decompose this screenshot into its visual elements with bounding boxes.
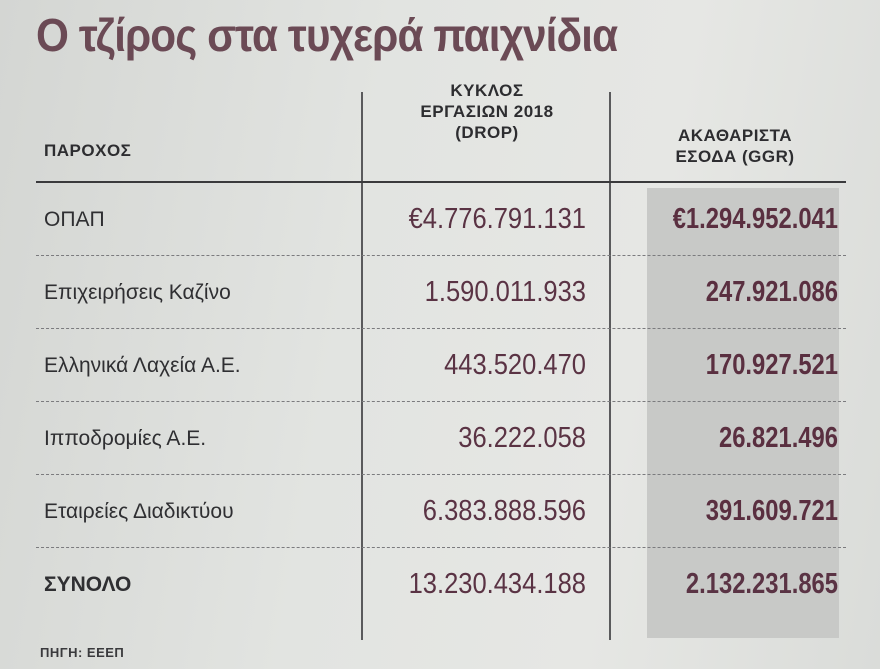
row-divider [36, 328, 846, 329]
table-row: Ιπποδρομίες Α.Ε. 36.222.058 26.821.496 [36, 402, 846, 475]
header-ggr-line: ΑΚΑΘΑΡΙΣΤΑ [677, 126, 793, 145]
ggr-column-shading [647, 188, 839, 638]
header-drop: ΚΥΚΛΟΣ ΕΡΓΑΣΙΩΝ 2018 (DROP) [372, 80, 602, 143]
header-drop-line: ΚΥΚΛΟΣ [450, 81, 524, 100]
header-rule [36, 181, 846, 183]
ggr-value: 170.927.521 [705, 349, 838, 381]
ggr-value: 247.921.086 [705, 276, 838, 308]
column-divider [361, 92, 363, 640]
header-provider: ΠΑΡΟΧΟΣ [44, 141, 132, 160]
row-divider [36, 474, 846, 475]
ggr-value: €1.294.952.041 [672, 203, 838, 235]
table-row: Επιχειρήσεις Καζίνο 1.590.011.933 247.92… [36, 256, 846, 329]
column-divider [609, 92, 611, 640]
table-row: Ελληνικά Λαχεία Α.Ε. 443.520.470 170.927… [36, 329, 846, 402]
total-row: ΣΥΝΟΛΟ 13.230.434.188 2.132.231.865 [36, 548, 846, 622]
provider-name: Επιχειρήσεις Καζίνο [44, 281, 231, 304]
total-ggr-value: 2.132.231.865 [685, 568, 838, 600]
table-row: ΟΠΑΠ €4.776.791.131 €1.294.952.041 [36, 183, 846, 256]
ggr-value: 391.609.721 [705, 495, 838, 527]
row-divider [36, 255, 846, 256]
provider-name: ΟΠΑΠ [44, 208, 105, 231]
total-drop-value: 13.230.434.188 [408, 568, 586, 600]
row-divider [36, 401, 846, 402]
header-drop-line: ΕΡΓΑΣΙΩΝ 2018 [420, 102, 554, 121]
total-label: ΣΥΝΟΛΟ [44, 573, 132, 596]
drop-value: 36.222.058 [458, 422, 586, 454]
ggr-value: 26.821.496 [718, 422, 838, 454]
header-ggr-line: ΕΣΟΔΑ (GGR) [675, 147, 795, 166]
source-note: ΠΗΓΗ: ΕΕΕΠ [40, 645, 125, 660]
header-ggr: ΑΚΑΘΑΡΙΣΤΑ ΕΣΟΔΑ (GGR) [622, 125, 848, 167]
provider-name: Ιπποδρομίες Α.Ε. [44, 427, 207, 450]
drop-value: €4.776.791.131 [408, 203, 586, 235]
provider-name: Ελληνικά Λαχεία Α.Ε. [44, 354, 241, 377]
header-drop-line: (DROP) [455, 123, 519, 142]
table-row: Εταιρείες Διαδικτύου 6.383.888.596 391.6… [36, 475, 846, 548]
row-divider [36, 547, 846, 548]
provider-name: Εταιρείες Διαδικτύου [44, 500, 234, 523]
drop-value: 1.590.011.933 [424, 276, 586, 308]
page-title: Ο τζίρος στα τυχερά παιχνίδια [36, 9, 618, 61]
drop-value: 6.383.888.596 [422, 495, 586, 527]
drop-value: 443.520.470 [444, 349, 586, 381]
